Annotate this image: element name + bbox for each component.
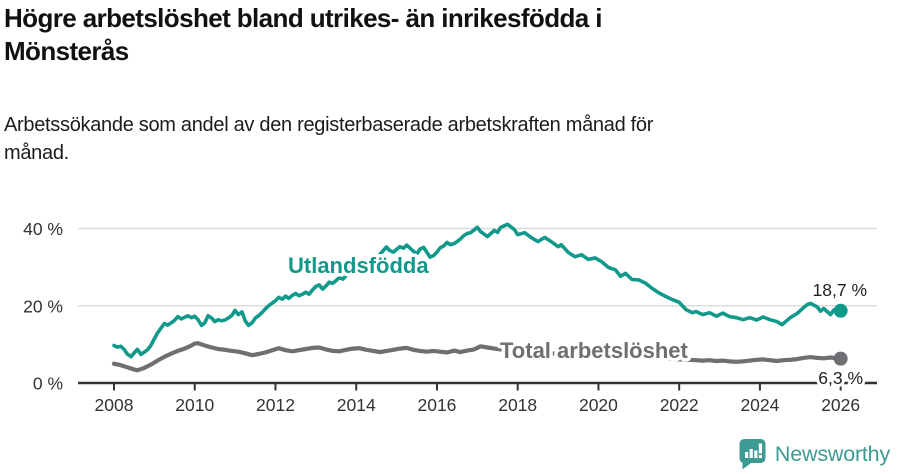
x-tick-label-2012: 2012 [256, 395, 295, 415]
newsworthy-logo-text: Newsworthy [774, 441, 890, 466]
series-line-total [111, 341, 843, 373]
x-tick-label-2024: 2024 [740, 395, 779, 415]
page-subtitle-line1: Arbetssökande som andel av den registerb… [4, 114, 654, 136]
x-tick-label-2014: 2014 [337, 395, 376, 415]
x-tick-label-2010: 2010 [175, 395, 214, 415]
y-tick-label-0: 0 % [33, 374, 63, 394]
exclamation-stem [758, 443, 762, 453]
x-tick-label-2026: 2026 [821, 395, 860, 415]
x-tick-label-2020: 2020 [579, 395, 618, 415]
x-tick-label-2022: 2022 [660, 395, 699, 415]
x-tick-label-2018: 2018 [498, 395, 537, 415]
bar-3 [754, 450, 758, 458]
x-tick-label-2008: 2008 [95, 395, 134, 415]
bar-2 [749, 448, 753, 458]
end-dot-total [833, 351, 848, 366]
bar-1 [744, 451, 749, 458]
page-subtitle: Arbetssökande som andel av den registerb… [4, 111, 864, 167]
series-line-utlandsfodda [112, 222, 843, 359]
page-subtitle-line2: månad. [4, 142, 69, 164]
page-title-line1: Högre arbetslöshet bland utrikes- än inr… [4, 3, 602, 33]
newsworthy-logo-icon [739, 438, 766, 469]
x-tick-label-2016: 2016 [417, 395, 456, 415]
end-value-label-total: 6,3 % [818, 368, 863, 388]
series-label-utlandsfodda: Utlandsfödda [288, 253, 429, 278]
y-tick-label-40: 40 % [23, 219, 63, 239]
exclamation-dot [758, 454, 762, 458]
y-tick-label-20: 20 % [23, 296, 63, 316]
page-title-line2: Mönsterås [4, 36, 129, 67]
unemployment-line-chart: Utlandsfödda Total arbetslöshet 2008 2010 20… [23, 219, 877, 415]
end-value-label-utlandsfodda: 18,7 % [813, 280, 867, 300]
end-dot-utlandsfodda [833, 303, 848, 318]
series-label-total: Total arbetslöshet [500, 338, 689, 363]
newsworthy-logo[interactable]: Newsworthy [739, 438, 890, 470]
page-title: Högre arbetslöshet bland utrikes- än inr… [4, 2, 884, 69]
